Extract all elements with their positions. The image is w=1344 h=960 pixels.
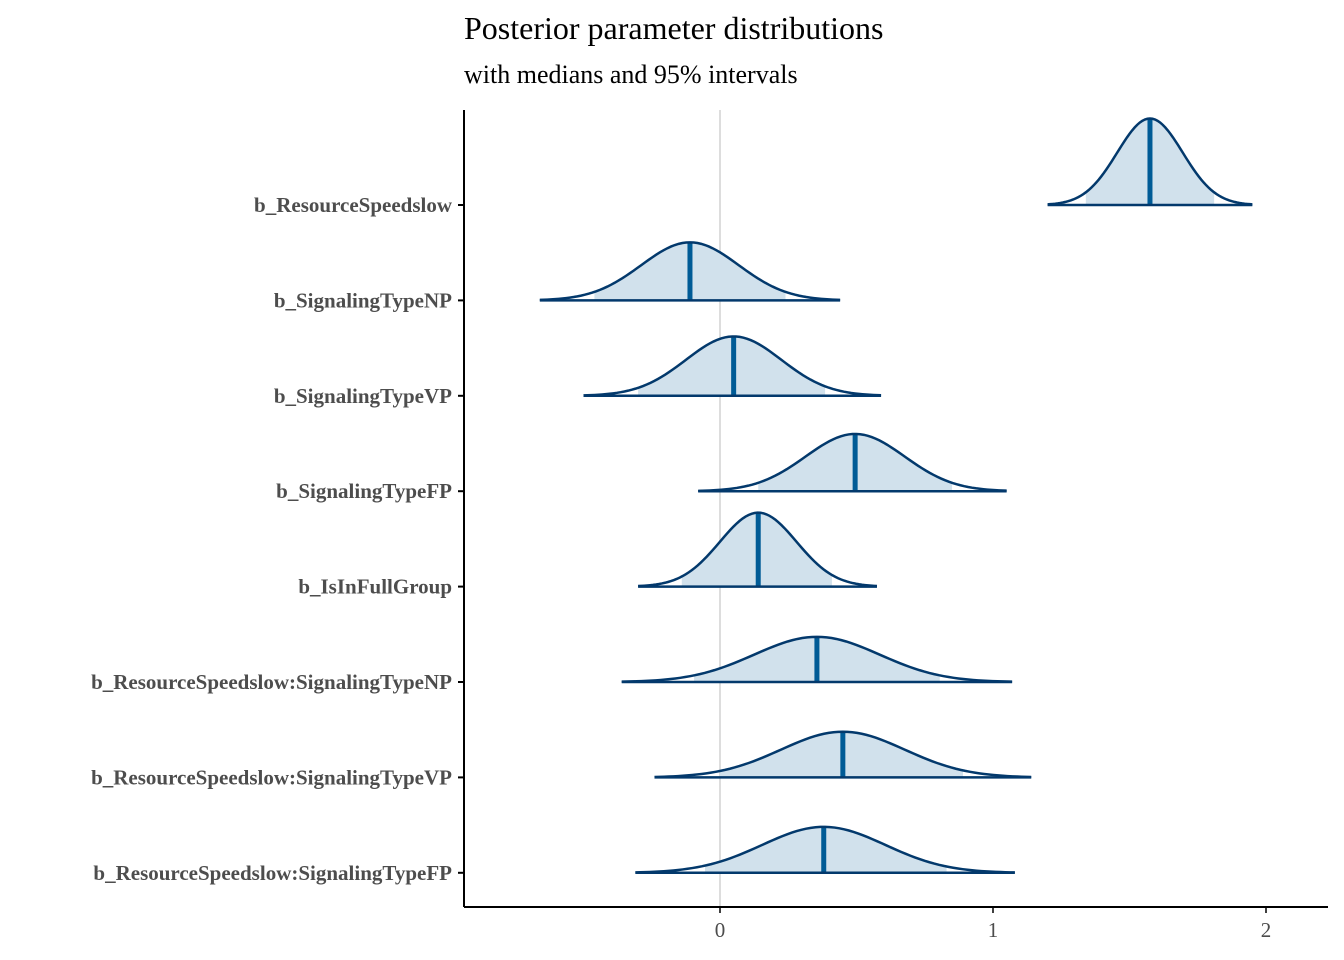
density-curve bbox=[635, 825, 1015, 874]
y-tick-label: b_SignalingTypeNP bbox=[274, 288, 452, 312]
y-tick-label: b_ResourceSpeedslow:SignalingTypeVP bbox=[91, 765, 452, 789]
density-curve bbox=[621, 635, 1013, 683]
density-curve bbox=[698, 432, 1007, 493]
y-tick-label: b_SignalingTypeFP bbox=[276, 479, 452, 503]
density-b_SignalingTypeNP: b_SignalingTypeNP bbox=[274, 241, 841, 312]
density-curve bbox=[1047, 117, 1253, 206]
x-tick-label: 2 bbox=[1261, 918, 1272, 942]
chart-title: Posterior parameter distributions bbox=[464, 10, 884, 46]
y-tick-label: b_ResourceSpeedslow:SignalingTypeFP bbox=[93, 861, 452, 885]
y-tick-label: b_SignalingTypeVP bbox=[274, 384, 452, 408]
x-tick-label: 1 bbox=[988, 918, 999, 942]
chart-subtitle: with medians and 95% intervals bbox=[464, 60, 798, 89]
y-tick-label: b_IsInFullGroup bbox=[298, 575, 452, 599]
y-tick-label: b_ResourceSpeedslow:SignalingTypeNP bbox=[91, 670, 452, 694]
density-curve bbox=[539, 241, 841, 302]
density-b_SignalingTypeFP: b_SignalingTypeFP bbox=[276, 432, 1007, 503]
density-b_SignalingTypeVP: b_SignalingTypeVP bbox=[274, 335, 882, 408]
density-b_ResourceSpeedslow:SignalingTypeNP: b_ResourceSpeedslow:SignalingTypeNP bbox=[91, 635, 1013, 694]
density-b_IsInFullGroup: b_IsInFullGroup bbox=[298, 511, 878, 599]
density-b_ResourceSpeedslow:SignalingTypeFP: b_ResourceSpeedslow:SignalingTypeFP bbox=[93, 825, 1015, 885]
density-curve bbox=[583, 335, 882, 397]
x-tick-label: 0 bbox=[715, 918, 726, 942]
y-tick-label: b_ResourceSpeedslow bbox=[254, 193, 453, 217]
density-curve bbox=[654, 730, 1032, 779]
density-b_ResourceSpeedslow:SignalingTypeVP: b_ResourceSpeedslow:SignalingTypeVP bbox=[91, 730, 1032, 789]
density-b_ResourceSpeedslow: b_ResourceSpeedslow bbox=[254, 117, 1253, 217]
density-curve bbox=[638, 511, 878, 588]
